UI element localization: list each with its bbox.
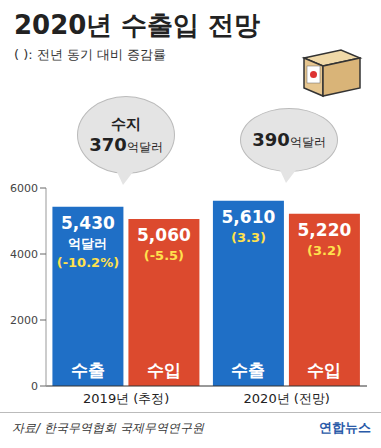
svg-text:수입: 수입 xyxy=(147,360,181,380)
svg-text:2020년 (전망): 2020년 (전망) xyxy=(244,391,330,406)
svg-text:(3.3): (3.3) xyxy=(231,230,266,245)
html-text:자료/ 한국무역협회 국제무역연구원: 자료/ 한국무역협회 국제무역연구원 xyxy=(12,421,204,435)
html-text:370억달러: 370억달러 xyxy=(89,133,163,155)
svg-text:수출: 수출 xyxy=(71,360,105,380)
svg-text:6000: 6000 xyxy=(10,182,38,195)
svg-text:5,610: 5,610 xyxy=(222,207,276,227)
svg-text:2019년 (추정): 2019년 (추정) xyxy=(83,391,169,406)
svg-text:억달러: 억달러 xyxy=(68,236,107,251)
svg-text:2000: 2000 xyxy=(10,314,38,327)
svg-text:(-10.2%): (-10.2%) xyxy=(57,255,119,270)
svg-text:5,430: 5,430 xyxy=(61,213,115,233)
html-text:수지: 수지 xyxy=(111,114,141,133)
html-text:( ): 전년 동기 대비 증감률: ( ): 전년 동기 대비 증감률 xyxy=(14,47,167,62)
html-text:390억달러: 390억달러 xyxy=(252,129,326,150)
svg-text:4000: 4000 xyxy=(10,248,38,261)
svg-text:5,220: 5,220 xyxy=(298,220,352,240)
svg-text:(-5.5): (-5.5) xyxy=(144,248,184,263)
svg-text:5,060: 5,060 xyxy=(137,225,191,245)
html-text:2020년 수출입 전망: 2020년 수출입 전망 xyxy=(14,10,261,40)
svg-text:0: 0 xyxy=(31,380,38,393)
svg-text:수출: 수출 xyxy=(231,360,265,380)
svg-text:(3.2): (3.2) xyxy=(307,243,342,258)
html-text:연합뉴스: 연합뉴스 xyxy=(319,420,371,435)
svg-text:수입: 수입 xyxy=(307,360,341,380)
